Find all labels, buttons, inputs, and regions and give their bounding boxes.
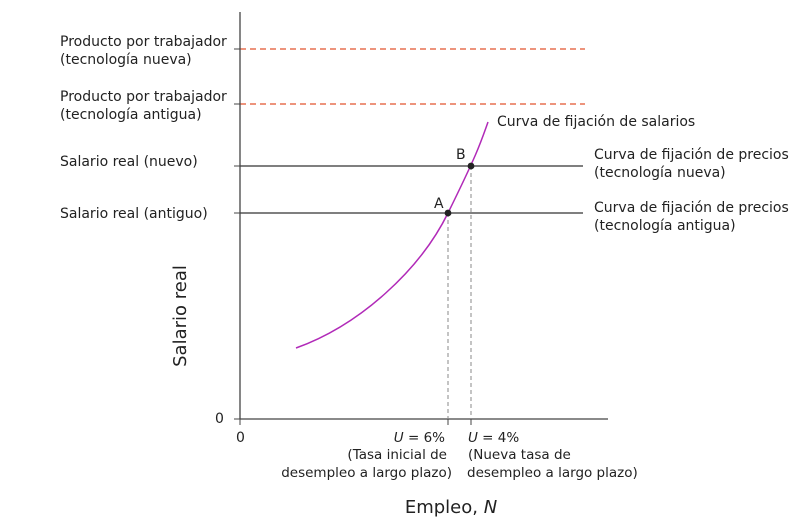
annotation-b-variable: U [468, 430, 478, 446]
y-origin-label: 0 [215, 411, 224, 427]
label-productivity-old-line1: Producto por trabajador [60, 89, 227, 105]
x-axis-title: Empleo, N [405, 497, 497, 518]
annotation-unemployment-a: U = 6% [394, 430, 445, 446]
label-wage-setting-curve: Curva de fijación de salarios [497, 114, 695, 130]
label-productivity-new-line2: (tecnología nueva) [60, 52, 192, 68]
annotation-a-line3: desempleo a largo plazo) [281, 465, 452, 481]
annotation-a-variable: U [394, 430, 404, 446]
annotation-a-value: = 6% [404, 430, 445, 446]
label-price-setting-new-line1: Curva de fijación de precios [594, 147, 789, 163]
annotation-b-line2: (Nueva tasa de [468, 447, 571, 463]
label-real-wage-new: Salario real (nuevo) [60, 154, 198, 170]
label-productivity-new-line1: Producto por trabajador [60, 34, 227, 50]
point-b-marker [467, 162, 475, 170]
annotation-b-line3: desempleo a largo plazo) [467, 465, 638, 481]
annotation-b-value: = 4% [478, 430, 519, 446]
label-productivity-old-line2: (tecnología antigua) [60, 107, 202, 123]
y-axis-title: Salario real [170, 265, 191, 367]
point-a-marker [444, 209, 452, 217]
label-price-setting-old-line2: (tecnología antigua) [594, 218, 736, 234]
wage-setting-curve [295, 121, 489, 349]
annotation-a-line2: (Tasa inicial de [347, 447, 447, 463]
label-price-setting-new-line2: (tecnología nueva) [594, 165, 726, 181]
point-b-label: B [456, 147, 466, 163]
x-axis-title-variable: N [484, 497, 497, 518]
annotation-unemployment-b: U = 4% [468, 430, 519, 446]
point-a-label: A [434, 196, 444, 212]
label-price-setting-old-line1: Curva de fijación de precios [594, 200, 789, 216]
x-origin-label: 0 [236, 430, 245, 446]
x-axis-title-text: Empleo, [405, 497, 484, 518]
label-real-wage-old: Salario real (antiguo) [60, 206, 208, 222]
